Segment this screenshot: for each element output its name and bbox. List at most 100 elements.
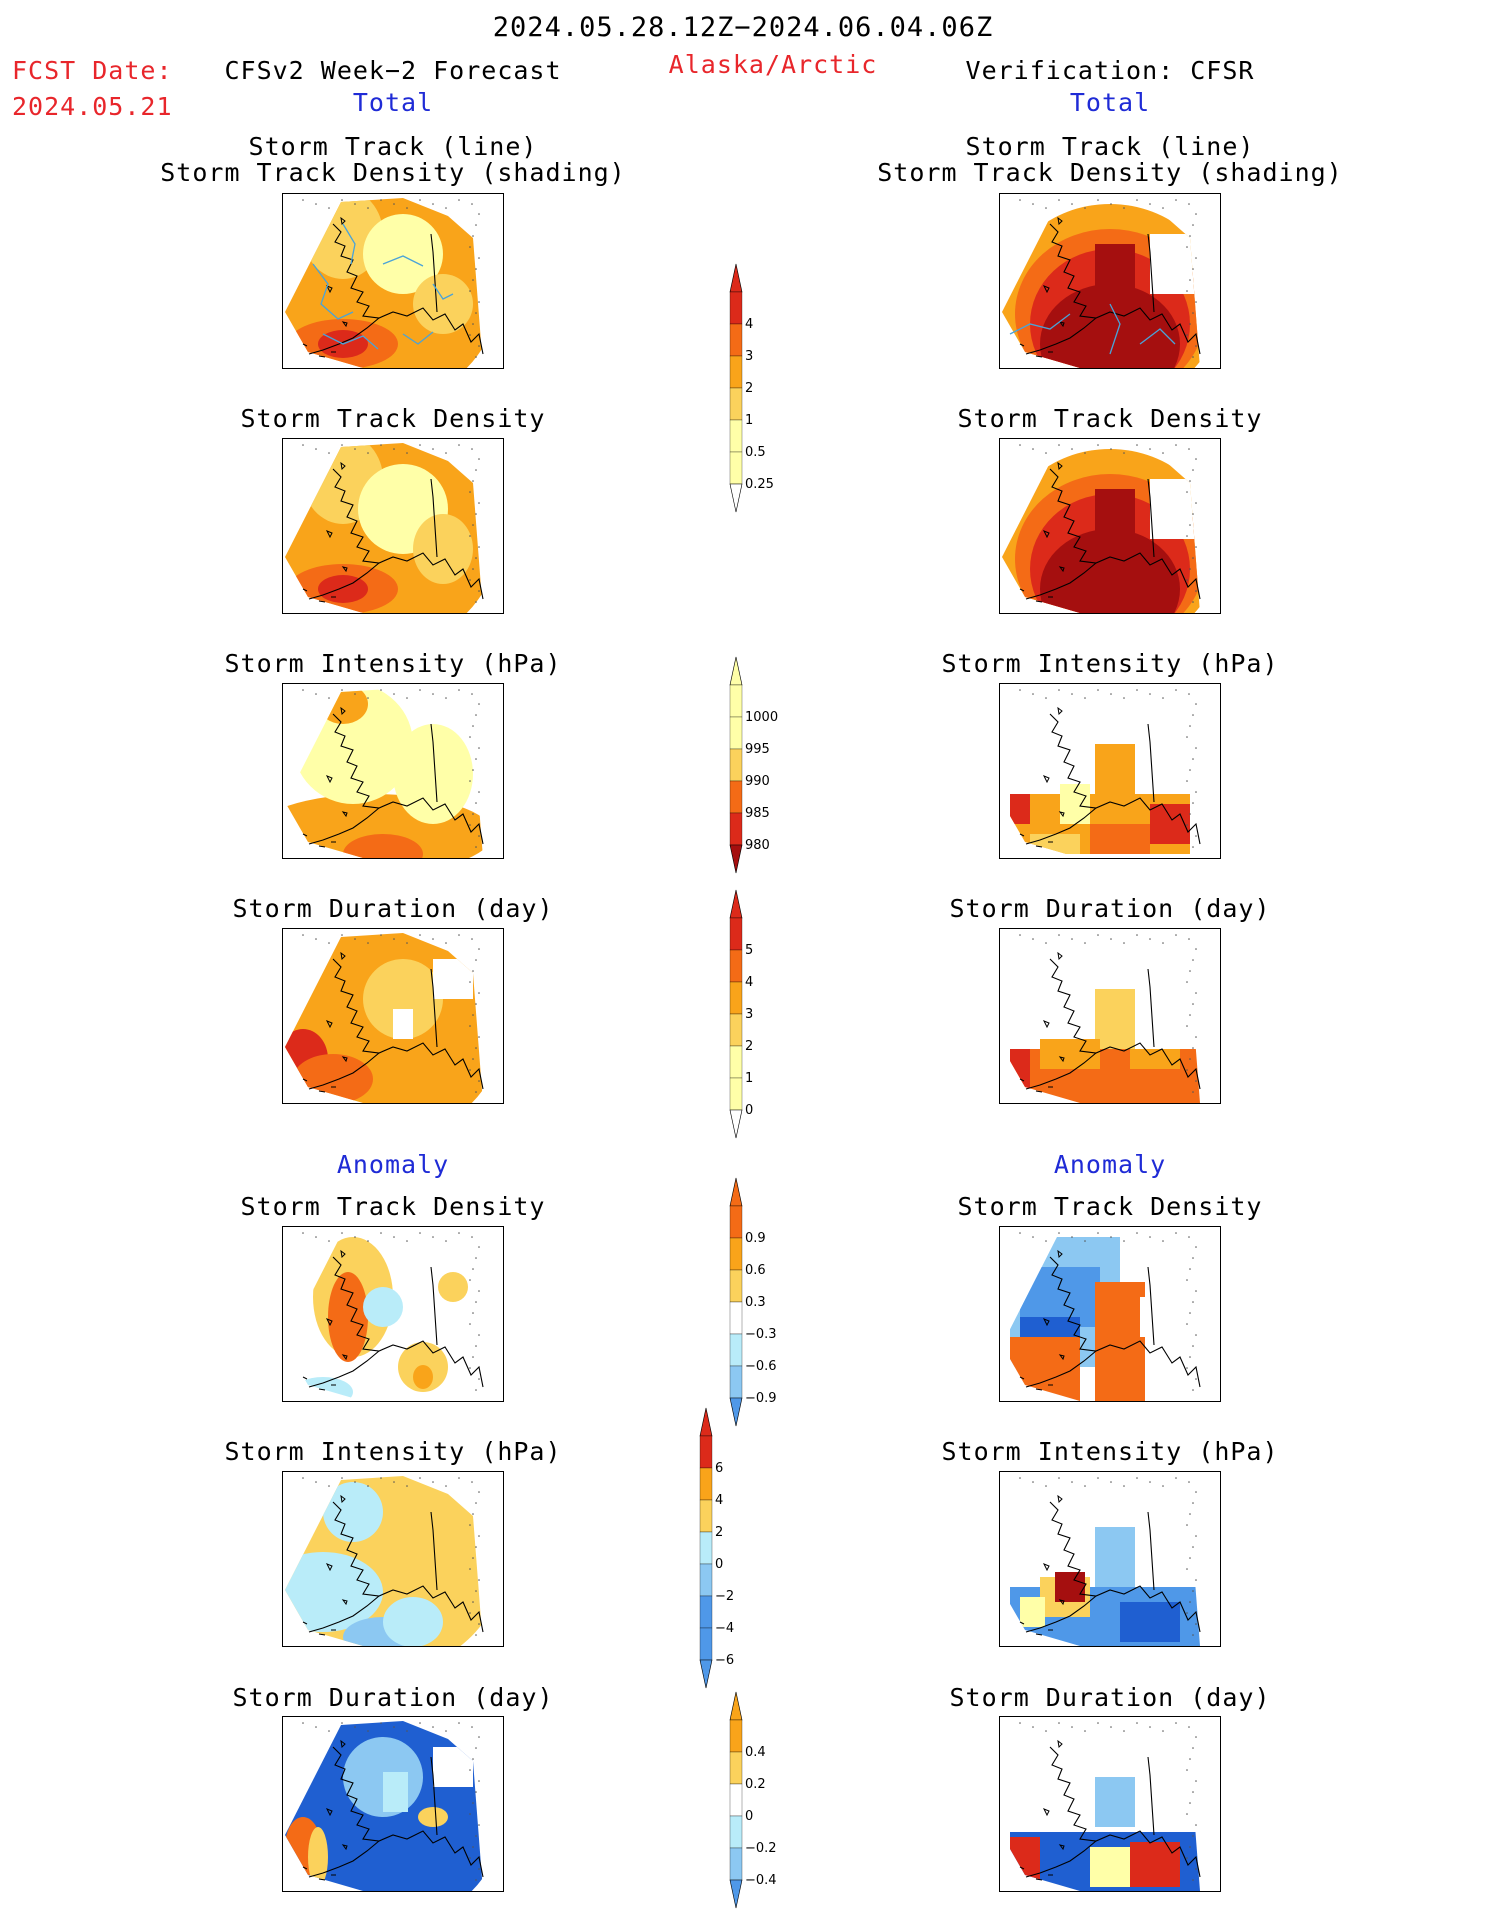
colorbar-arrow-bottom [699, 1659, 713, 1689]
graticule-dot [1123, 1240, 1125, 1242]
graticule-dot [1136, 689, 1138, 691]
graticule-dot [478, 948, 480, 950]
shading-layer [1010, 1777, 1200, 1891]
island [340, 1739, 346, 1749]
island [1058, 1844, 1065, 1851]
graticule-dot [1195, 1080, 1197, 1082]
island [1058, 1056, 1065, 1063]
graticule-dot [302, 1722, 304, 1724]
graticule-dot [367, 452, 369, 454]
shading-layer [1002, 204, 1200, 368]
colorbar-tick-label: 0.9 [745, 1231, 766, 1246]
colorbar-segment [729, 291, 743, 325]
graticule-dot [1032, 203, 1034, 205]
graticule-dot [406, 942, 408, 944]
graticule-dot [1123, 942, 1125, 944]
graticule-dot [469, 1568, 471, 1570]
graticule-dot [478, 1246, 480, 1248]
graticule-dot [1195, 948, 1197, 950]
graticule-dot [1032, 448, 1034, 450]
graticule-dot [478, 1868, 480, 1870]
graticule-dot [478, 747, 480, 749]
graticule-dot [471, 1481, 473, 1483]
storm-track-line [432, 283, 454, 300]
shading-layer [285, 688, 483, 858]
coastline [1049, 1256, 1201, 1388]
graticule-dot [478, 1780, 480, 1782]
graticule-dot [1189, 568, 1191, 570]
graticule-dot [1192, 1791, 1194, 1793]
graticule-dot [354, 203, 356, 205]
graticule-dot [1195, 213, 1197, 215]
graticule-dot [1192, 1747, 1194, 1749]
graticule-dot [419, 934, 421, 936]
left-total-label: Total [352, 88, 434, 117]
island [1019, 1078, 1025, 1082]
graticule-dot [472, 524, 474, 526]
graticule-dot [472, 235, 474, 237]
island [325, 1563, 333, 1572]
island [1042, 530, 1050, 539]
colorbar-segment [699, 1499, 713, 1533]
shading-cell [1150, 804, 1190, 844]
graticule-dot [475, 1502, 477, 1504]
graticule-dot [354, 938, 356, 940]
island [325, 530, 333, 539]
left-anomaly-label: Anomaly [336, 1150, 450, 1179]
graticule-dot [367, 207, 369, 209]
graticule-dot [475, 1047, 477, 1049]
colorbar-tick-label: 0.2 [745, 1777, 766, 1792]
island [1057, 951, 1063, 961]
graticule-dot [1071, 938, 1073, 940]
graticule-dot [1071, 1481, 1073, 1483]
coastline [332, 1256, 484, 1388]
graticule-dot [1019, 199, 1021, 201]
graticule-dot [469, 981, 471, 983]
graticule-dot [341, 1232, 343, 1234]
island [318, 355, 326, 358]
graticule-dot [419, 689, 421, 691]
colorbar-duration: 5 4 3 2 1 0 [729, 889, 753, 1139]
colorbar-intensity-anomaly: 6 4 2 0 −2 −4 −6 [699, 1407, 734, 1689]
map-svg [1010, 1477, 1201, 1646]
title-density-right: Storm Track Density [957, 404, 1263, 433]
coastline [1025, 317, 1097, 355]
colorbar-tick-label: 3 [745, 349, 753, 364]
graticule-dot [1188, 1481, 1190, 1483]
graticule-dot [354, 1481, 356, 1483]
graticule-dot [1045, 1485, 1047, 1487]
colorbar-segment [729, 981, 743, 1015]
shading-layer [1010, 744, 1190, 854]
shading-cell [1140, 1297, 1180, 1337]
graticule-dot [469, 1367, 471, 1369]
graticule-dot [478, 1736, 480, 1738]
graticule-dot [1019, 934, 1021, 936]
border-line [1147, 1266, 1155, 1346]
border-line [1147, 233, 1155, 313]
graticule-dot [471, 938, 473, 940]
graticule-dot [478, 835, 480, 837]
graticule-dot [472, 725, 474, 727]
graticule-dot [419, 1477, 421, 1479]
coastline [1025, 1052, 1097, 1090]
graticule-dot [1192, 1546, 1194, 1548]
graticule-dot [1195, 301, 1197, 303]
shading-blob [393, 724, 473, 824]
period-title: 2024.05.28.12Z−2024.06.04.06Z [492, 12, 994, 43]
graticule-dot [475, 356, 477, 358]
graticule-dot [1195, 1334, 1197, 1336]
colorbar-segment [729, 1269, 743, 1303]
graticule-dot [419, 1722, 421, 1724]
graticule-dot [469, 824, 471, 826]
graticule-dot [1032, 1481, 1034, 1483]
colorbar-tick-label: 0 [715, 1557, 723, 1572]
graticule-dot [472, 1312, 474, 1314]
colorbar-arrow-top [729, 263, 743, 293]
island [1058, 566, 1065, 573]
colorbar-arrow-bottom [729, 1109, 743, 1139]
graticule-dot [1189, 279, 1191, 281]
graticule-dot [1032, 1236, 1034, 1238]
graticule-dot [1136, 444, 1138, 446]
graticule-dot [1192, 1389, 1194, 1391]
colorbar-arrow-bottom [729, 844, 743, 874]
